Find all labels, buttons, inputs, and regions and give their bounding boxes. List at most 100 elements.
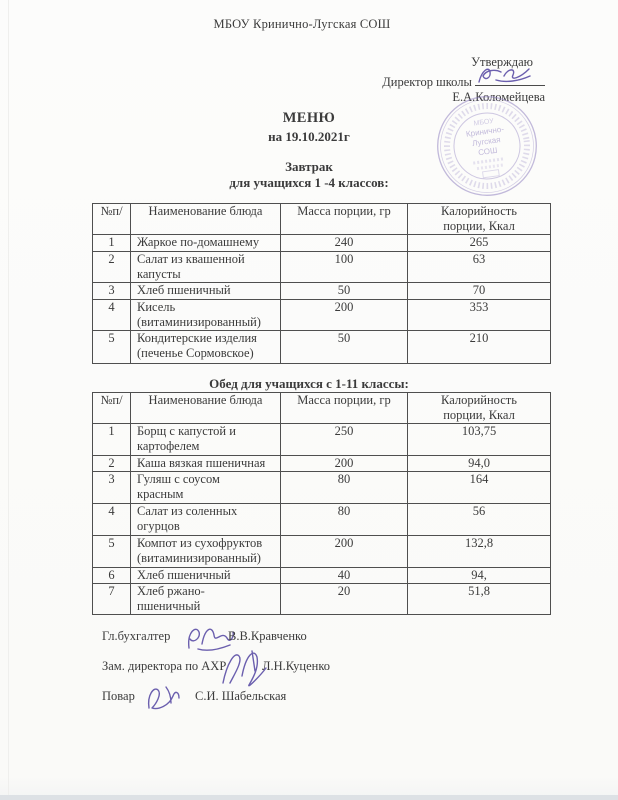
breakfast-table: №п/ Наименование блюда Масса порции, гр … <box>92 203 551 364</box>
table-row: 1 Жаркое по-домашнему 240 265 <box>92 234 551 252</box>
cell-mass: 200 <box>280 455 408 472</box>
cell-mass: 80 <box>280 471 408 504</box>
cell-num: 3 <box>92 471 131 504</box>
cell-mass: 20 <box>280 583 408 615</box>
col-header-calories: Калорийность порции, Ккал <box>407 203 551 235</box>
signatures-block: Гл.бухгалтер В.В.Кравченко Зам. директор… <box>102 628 522 719</box>
cell-calories: 94, <box>407 567 551 584</box>
signature-name: С.И. Шабельская <box>195 689 287 703</box>
table-row: 5 Кондитерские изделия (печенье Сормовск… <box>92 330 551 364</box>
cell-mass: 240 <box>280 234 408 252</box>
breakfast-heading-line2: для учащихся 1 -4 классов: <box>229 175 389 190</box>
director-name: Е.А.Коломейцева <box>452 90 545 104</box>
table-row: 2 Каша вязкая пшеничная 200 94,0 <box>92 455 551 472</box>
accountant-signature-scribble <box>188 628 234 651</box>
cell-num: 7 <box>92 583 131 615</box>
col-header-dish: Наименование блюда <box>130 203 281 235</box>
cell-num: 5 <box>92 535 131 568</box>
director-line: Директор школы <box>382 73 545 90</box>
table-row: 4 Салат из соленных огурцов 80 56 <box>92 503 551 536</box>
cell-calories: 353 <box>407 299 551 331</box>
signature-role: Зам. директора по АХР <box>102 659 227 673</box>
cell-num: 3 <box>92 282 131 300</box>
school-name-header: МБОУ Кринично-Лугская СОШ <box>213 17 391 31</box>
signature-name: Л.Н.Куценко <box>262 659 331 673</box>
cell-dish: Салат из квашенной капусты <box>130 251 281 283</box>
signature-row-deputy-director: Зам. директора по АХР Л.Н.Куценко <box>102 650 522 689</box>
cell-mass: 100 <box>280 251 408 283</box>
cell-dish: Каша вязкая пшеничная <box>130 455 281 472</box>
signature-row-accountant: Гл.бухгалтер В.В.Кравченко <box>102 628 522 659</box>
stamp-line4: СОШ <box>478 146 498 158</box>
menu-title: МЕНЮ <box>282 110 336 126</box>
table-row: 5 Компот из сухофруктов (витаминизирован… <box>92 535 551 568</box>
cell-dish: Жаркое по-домашнему <box>130 234 281 252</box>
table-row: 2 Салат из квашенной капусты 100 63 <box>92 251 551 283</box>
cell-dish: Компот из сухофруктов (витаминизированны… <box>130 535 281 568</box>
col-header-num: №п/ <box>92 392 131 424</box>
cell-calories: 94,0 <box>407 455 551 472</box>
signature-line <box>475 73 545 86</box>
cell-calories: 265 <box>407 234 551 252</box>
cell-num: 1 <box>92 234 131 252</box>
signature-row-cook: Повар С.И. Шабельская <box>102 686 522 719</box>
cell-mass: 80 <box>280 503 408 536</box>
director-signature-scribble <box>478 68 531 83</box>
cell-mass: 50 <box>280 330 408 364</box>
cell-num: 2 <box>92 455 131 472</box>
table-row: 4 Кисель (витаминизированный) 200 353 <box>92 299 551 331</box>
cell-calories: 132,8 <box>407 535 551 568</box>
cell-dish: Гуляш с соусом красным <box>130 471 281 504</box>
menu-title-block: МЕНЮ на 19.10.2021г <box>0 110 618 145</box>
lunch-heading: Обед для учащихся с 1-11 классы: <box>209 376 409 391</box>
cell-dish: Салат из соленных огурцов <box>130 503 281 536</box>
table-row: 3 Хлеб пшеничный 50 70 <box>92 282 551 300</box>
breakfast-heading-line1: Завтрак <box>285 159 333 174</box>
cell-dish: Кисель (витаминизированный) <box>130 299 281 331</box>
cell-mass: 200 <box>280 535 408 568</box>
scan-edge-left <box>8 0 9 800</box>
col-header-dish: Наименование блюда <box>130 392 281 424</box>
cell-calories: 51,8 <box>407 583 551 615</box>
signature-role: Повар <box>102 689 135 703</box>
cell-num: 4 <box>92 503 131 536</box>
col-header-mass: Масса порции, гр <box>280 203 408 235</box>
cell-dish: Кондитерские изделия (печенье Сормовское… <box>130 330 281 364</box>
cell-num: 6 <box>92 567 131 584</box>
cell-calories: 164 <box>407 471 551 504</box>
scan-edge-bottom <box>0 795 618 800</box>
cell-mass: 200 <box>280 299 408 331</box>
col-header-calories: Калорийность порции, Ккал <box>407 392 551 424</box>
cell-calories: 56 <box>407 503 551 536</box>
cook-signature-scribble <box>147 686 180 710</box>
cell-mass: 250 <box>280 423 408 456</box>
cell-calories: 70 <box>407 282 551 300</box>
cell-mass: 40 <box>280 567 408 584</box>
table-row: 1 Борщ с капустой и картофелем 250 103,7… <box>92 423 551 456</box>
director-label: Директор школы <box>382 75 472 89</box>
lunch-table: №п/ Наименование блюда Масса порции, гр … <box>92 392 551 615</box>
cell-mass: 50 <box>280 282 408 300</box>
cell-dish: Хлеб пшеничный <box>130 567 281 584</box>
col-header-num: №п/ <box>92 203 131 235</box>
cell-calories: 210 <box>407 330 551 364</box>
table-row: 7 Хлеб ржано- пшеничный 20 51,8 <box>92 583 551 615</box>
menu-date: на 19.10.2021г <box>268 129 350 144</box>
table-row: 3 Гуляш с соусом красным 80 164 <box>92 471 551 504</box>
signature-role: Гл.бухгалтер <box>102 629 171 643</box>
table-header-row: №п/ Наименование блюда Масса порции, гр … <box>92 392 551 424</box>
cell-calories: 63 <box>407 251 551 283</box>
cell-num: 4 <box>92 299 131 331</box>
cell-calories: 103,75 <box>407 423 551 456</box>
approval-block: Утверждаю Директор школы Е.А.Коломейцева <box>382 55 545 105</box>
deputy-signature-scribble <box>222 650 267 687</box>
cell-num: 1 <box>92 423 131 456</box>
cell-dish: Хлеб пшеничный <box>130 282 281 300</box>
approve-label: Утверждаю <box>471 55 533 69</box>
signature-name: В.В.Кравченко <box>228 629 307 643</box>
table-row: 6 Хлеб пшеничный 40 94, <box>92 567 551 584</box>
cell-dish: Борщ с капустой и картофелем <box>130 423 281 456</box>
cell-num: 5 <box>92 330 131 364</box>
table-header-row: №п/ Наименование блюда Масса порции, гр … <box>92 203 551 235</box>
